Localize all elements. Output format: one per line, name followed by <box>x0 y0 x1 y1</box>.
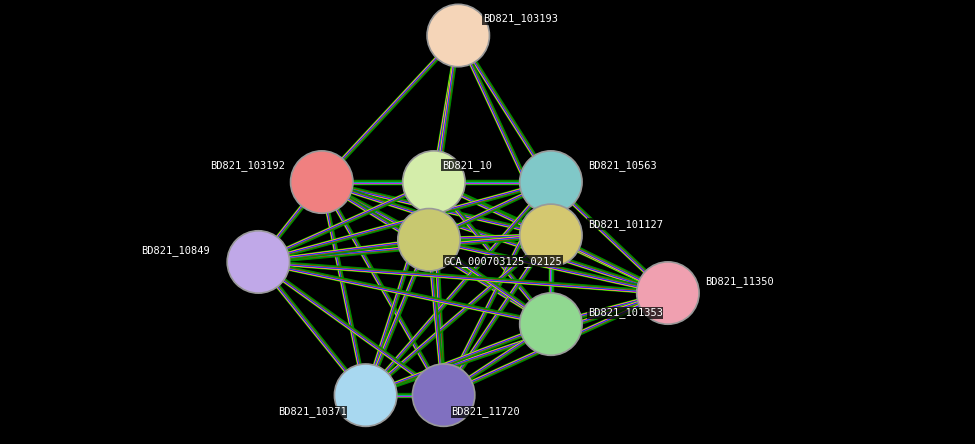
Ellipse shape <box>398 209 460 271</box>
Text: BD821_103192: BD821_103192 <box>210 160 285 170</box>
Ellipse shape <box>637 262 699 324</box>
Text: BD821_11350: BD821_11350 <box>705 277 774 287</box>
Text: BD821_101127: BD821_101127 <box>588 219 663 230</box>
Ellipse shape <box>520 151 582 213</box>
Ellipse shape <box>427 4 489 67</box>
Text: BD821_103193: BD821_103193 <box>483 13 558 24</box>
Ellipse shape <box>520 293 582 355</box>
Ellipse shape <box>403 151 465 213</box>
Text: BD821_10371: BD821_10371 <box>278 407 347 417</box>
Text: BD821_101353: BD821_101353 <box>588 308 663 318</box>
Text: BD821_11720: BD821_11720 <box>451 407 521 417</box>
Text: BD821_10: BD821_10 <box>442 160 491 170</box>
Ellipse shape <box>227 231 290 293</box>
Text: BD821_10563: BD821_10563 <box>588 160 657 170</box>
Ellipse shape <box>334 364 397 426</box>
Ellipse shape <box>291 151 353 213</box>
Ellipse shape <box>520 204 582 266</box>
Ellipse shape <box>412 364 475 426</box>
Text: GCA_000703125_02125: GCA_000703125_02125 <box>444 256 563 266</box>
Text: BD821_10849: BD821_10849 <box>141 246 211 256</box>
